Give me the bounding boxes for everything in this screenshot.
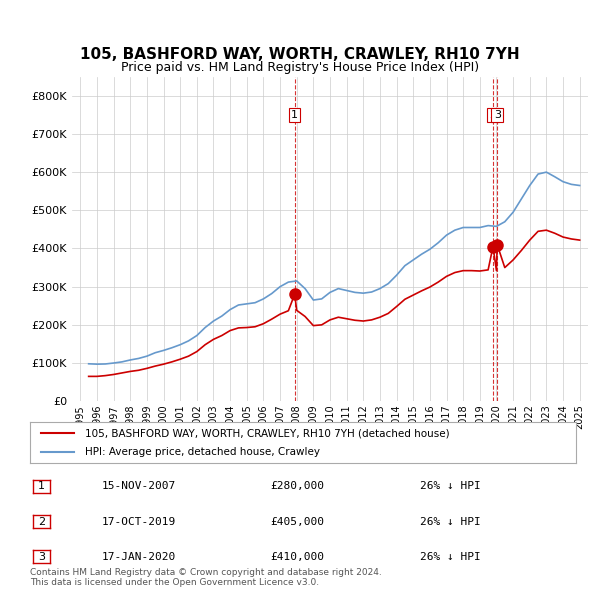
Text: 2: 2 [38,517,45,526]
Text: 26% ↓ HPI: 26% ↓ HPI [420,481,481,491]
Text: 105, BASHFORD WAY, WORTH, CRAWLEY, RH10 7YH: 105, BASHFORD WAY, WORTH, CRAWLEY, RH10 … [80,47,520,62]
Text: HPI: Average price, detached house, Crawley: HPI: Average price, detached house, Craw… [85,447,320,457]
Text: £410,000: £410,000 [270,552,324,562]
Text: £405,000: £405,000 [270,517,324,526]
Text: 15-NOV-2007: 15-NOV-2007 [102,481,176,491]
Text: 17-JAN-2020: 17-JAN-2020 [102,552,176,562]
Text: 1: 1 [38,481,45,491]
Text: 17-OCT-2019: 17-OCT-2019 [102,517,176,526]
Text: £280,000: £280,000 [270,481,324,491]
Text: Price paid vs. HM Land Registry's House Price Index (HPI): Price paid vs. HM Land Registry's House … [121,61,479,74]
Text: 26% ↓ HPI: 26% ↓ HPI [420,517,481,526]
Text: 3: 3 [494,110,501,120]
Text: 3: 3 [38,552,45,562]
Text: 2: 2 [490,110,497,120]
Text: 26% ↓ HPI: 26% ↓ HPI [420,552,481,562]
Text: 1: 1 [291,110,298,120]
Text: Contains HM Land Registry data © Crown copyright and database right 2024.
This d: Contains HM Land Registry data © Crown c… [30,568,382,587]
Text: 105, BASHFORD WAY, WORTH, CRAWLEY, RH10 7YH (detached house): 105, BASHFORD WAY, WORTH, CRAWLEY, RH10 … [85,428,449,438]
